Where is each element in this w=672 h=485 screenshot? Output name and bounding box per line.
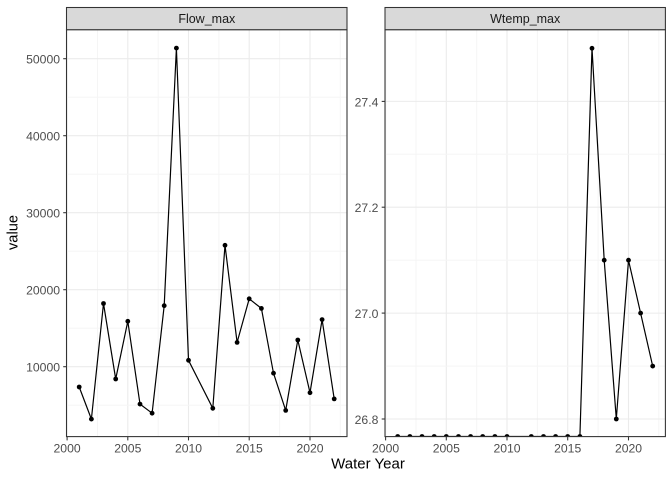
- svg-text:2015: 2015: [554, 442, 581, 456]
- svg-text:Wtemp_max: Wtemp_max: [490, 12, 561, 26]
- svg-text:50000: 50000: [26, 53, 60, 67]
- svg-text:2015: 2015: [236, 442, 263, 456]
- svg-text:2010: 2010: [175, 442, 202, 456]
- svg-text:2020: 2020: [615, 442, 642, 456]
- svg-text:27.2: 27.2: [355, 201, 379, 215]
- svg-text:10000: 10000: [26, 361, 60, 375]
- svg-text:27.0: 27.0: [355, 307, 379, 321]
- svg-text:26.8: 26.8: [355, 413, 379, 427]
- svg-text:30000: 30000: [26, 207, 60, 221]
- svg-text:20000: 20000: [26, 284, 60, 298]
- svg-text:Water Year: Water Year: [331, 456, 405, 473]
- svg-text:2005: 2005: [433, 442, 460, 456]
- svg-text:2005: 2005: [114, 442, 141, 456]
- svg-text:2000: 2000: [54, 442, 81, 456]
- svg-text:2010: 2010: [493, 442, 520, 456]
- svg-text:2000: 2000: [372, 442, 399, 456]
- svg-text:Flow_max: Flow_max: [178, 12, 236, 26]
- svg-text:2020: 2020: [296, 442, 323, 456]
- svg-text:27.4: 27.4: [355, 95, 379, 109]
- svg-text:value: value: [5, 215, 21, 250]
- svg-text:40000: 40000: [26, 130, 60, 144]
